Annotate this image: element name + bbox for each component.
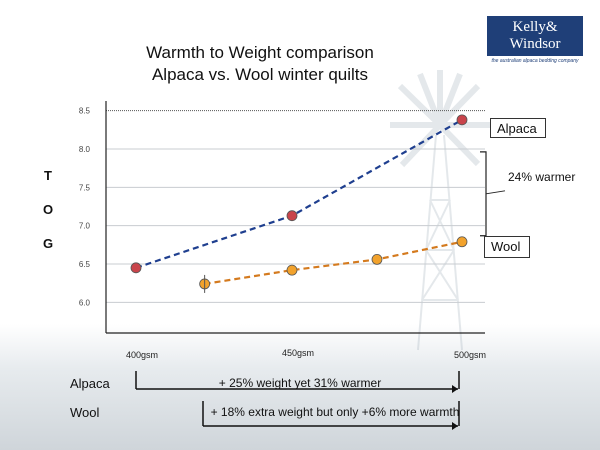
- bracket-pointer: [485, 190, 506, 195]
- y-axis-letter-o: O: [42, 202, 54, 217]
- bottom-wool-note: + 18% extra weight but only +6% more war…: [210, 405, 460, 419]
- grid-lines: [106, 110, 485, 303]
- point-alpaca: [456, 114, 468, 126]
- point-wool: [456, 236, 468, 248]
- x-tick-label: 450gsm: [282, 348, 314, 358]
- series-line-wool: [204, 240, 463, 286]
- x-tick-label: 400gsm: [126, 350, 158, 360]
- alpaca-arrow-head: [452, 385, 458, 393]
- legend-alpaca: Alpaca: [490, 118, 546, 138]
- point-alpaca: [286, 210, 298, 222]
- y-axis-letter-g: G: [42, 236, 54, 251]
- point-wool: [371, 253, 383, 265]
- logo-wordmark: Kelly& Windsor: [487, 16, 583, 56]
- bottom-wool-label: Wool: [70, 405, 100, 420]
- logo-line1: Kelly&: [512, 19, 558, 35]
- chart-title-line1: Warmth to Weight comparison: [146, 43, 374, 62]
- point-alpaca: [130, 262, 142, 274]
- point-wool: [286, 264, 298, 276]
- x-tick-label: 500gsm: [454, 350, 486, 360]
- logo-line2: Windsor: [509, 36, 561, 52]
- y-tick-label: 7.5: [79, 183, 91, 192]
- y-axis-label: T O G: [40, 168, 56, 270]
- wool-arrow-head: [452, 422, 458, 430]
- axes: [105, 101, 485, 334]
- series-lines: [130, 114, 468, 290]
- bottom-alpaca-note: + 25% weight yet 31% warmer: [218, 376, 382, 390]
- y-axis-letter-t: T: [44, 168, 52, 183]
- y-tick-label: 7.0: [79, 222, 91, 231]
- series-line-alpaca: [135, 118, 463, 269]
- y-tick-label: 6.0: [79, 298, 91, 307]
- y-tick-label: 6.5: [79, 260, 91, 269]
- windmill-watermark: [390, 70, 495, 351]
- chart-title-line2: Alpaca vs. Wool winter quilts: [151, 65, 369, 84]
- bottom-alpaca-label: Alpaca: [70, 376, 110, 391]
- legend-wool: Wool: [484, 236, 530, 258]
- logo-tagline: the australian alpaca bedding company: [491, 58, 579, 64]
- chart-title: Warmth to Weight comparison Alpaca vs. W…: [100, 42, 420, 86]
- difference-bracket: [480, 151, 487, 237]
- y-tick-label: 8.5: [79, 107, 91, 116]
- y-tick-label: 8.0: [79, 145, 91, 154]
- annotations: [135, 151, 506, 430]
- tick-labels: 8.5 8.0 7.5 7.0 6.5 6.0 400gsm 450gsm 500gsm: [79, 107, 486, 360]
- difference-label: 24% warmer: [508, 170, 576, 184]
- brand-logo: Kelly& Windsor the australian alpaca bed…: [485, 14, 585, 70]
